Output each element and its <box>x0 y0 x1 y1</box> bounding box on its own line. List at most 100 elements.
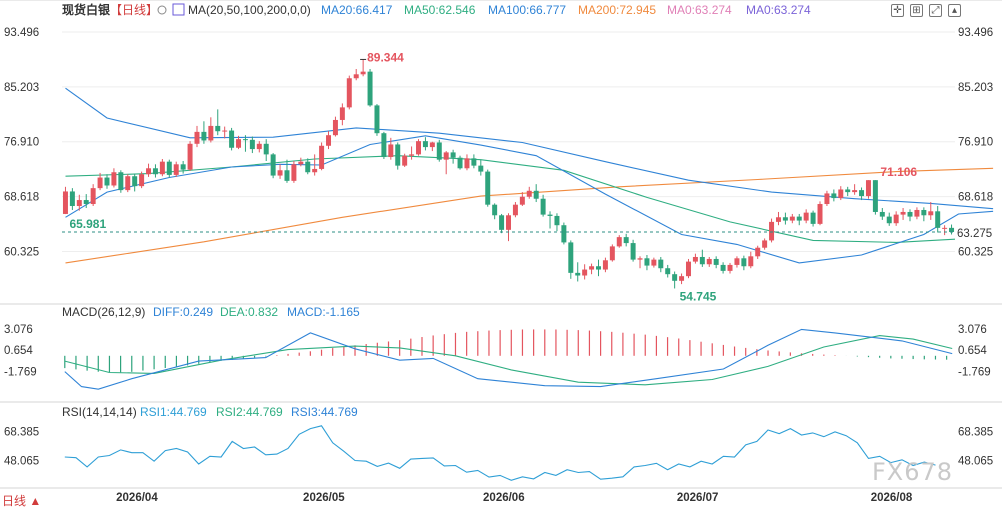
candle-body <box>568 242 574 273</box>
ma100-legend: MA100:66.777 <box>488 3 566 17</box>
candle-body <box>499 215 505 230</box>
candle-body <box>187 143 193 170</box>
rsi-tick-left: 68.385 <box>4 427 39 439</box>
candle-body <box>97 177 103 189</box>
candle-body <box>443 152 449 160</box>
candle-body <box>734 258 740 265</box>
candle-body <box>616 237 622 247</box>
candle-body <box>284 170 290 181</box>
candle-body <box>921 209 927 216</box>
candle-body <box>402 155 408 166</box>
candle-body <box>62 191 68 214</box>
ma100-line <box>65 87 994 210</box>
candle-body <box>755 247 761 257</box>
watermark-logo: FX678 <box>872 458 954 486</box>
candle-body <box>464 158 470 169</box>
candle-body <box>699 256 705 265</box>
candle-body <box>492 204 498 216</box>
candle-body <box>769 221 775 241</box>
fullscreen-icon[interactable]: ⤢ <box>929 4 942 17</box>
candle-body <box>886 216 892 224</box>
candle-body <box>602 260 608 270</box>
ma20-line <box>65 135 994 264</box>
crosshair-icon[interactable]: ✛ <box>891 4 904 17</box>
candle-body <box>949 227 955 232</box>
rsi-tick-right: 68.385 <box>958 427 993 439</box>
ma50-legend: MA50:62.546 <box>404 3 476 17</box>
candle-body <box>215 125 221 132</box>
candle-body <box>201 131 207 141</box>
macd-legend-label: MACD(26,12,9) <box>62 305 145 319</box>
candle-body <box>540 198 546 215</box>
candle-body <box>810 212 816 224</box>
candle-body <box>658 259 664 269</box>
collapse-icon[interactable]: ▴ <box>948 4 961 17</box>
candle-body <box>685 261 691 277</box>
candle-body <box>256 143 262 150</box>
period-tag: 【日线】 <box>110 3 158 17</box>
candle-body <box>69 191 75 207</box>
ma-legend-label: MA(20,50,100,200,0,0) <box>188 3 311 17</box>
candle-body <box>83 200 89 205</box>
price-tick-right: 76.910 <box>958 137 993 149</box>
candle-body <box>644 258 650 266</box>
candle-body <box>381 133 387 158</box>
macd-tick-right: 3.076 <box>958 324 987 336</box>
candle-body <box>450 152 456 158</box>
candle-body <box>180 164 186 170</box>
candle-body <box>125 176 131 191</box>
candle-body <box>872 180 878 212</box>
rsi2-legend: RSI2:44.769 <box>216 405 283 419</box>
price-tick-right: 85.203 <box>958 82 993 94</box>
candle-body <box>706 258 712 265</box>
price-tick-left: 85.203 <box>4 82 39 94</box>
candle-body <box>845 189 851 193</box>
ma200-legend: MA200:72.945 <box>578 3 656 17</box>
candle-body <box>360 71 366 75</box>
candle-body <box>471 158 477 166</box>
x-tick-label: 2026/04 <box>116 492 158 504</box>
candle-body <box>630 243 636 260</box>
candle-body <box>104 177 110 186</box>
candle-body <box>796 216 802 221</box>
candle-body <box>935 211 941 228</box>
rsi-tick-right: 48.065 <box>958 455 993 467</box>
candle-body <box>194 131 200 144</box>
candle-body <box>907 211 913 217</box>
candle-body <box>506 215 511 230</box>
price-tick-left: 76.910 <box>4 137 39 149</box>
candle-body <box>319 145 325 169</box>
candle-body <box>713 258 719 265</box>
candle-body <box>76 200 82 207</box>
candle-body <box>526 190 532 197</box>
rsi-tick-left: 48.065 <box>4 455 39 467</box>
low-annotation: 54.745 <box>680 289 717 303</box>
price-tick-right: 68.618 <box>958 192 993 204</box>
candle-body <box>478 165 484 172</box>
candle-body <box>367 71 373 106</box>
x-tick-label: 2026/06 <box>483 492 525 504</box>
ma50-line <box>65 155 994 243</box>
candle-body <box>229 130 235 148</box>
macd-diff-legend: DIFF:0.249 <box>153 305 213 319</box>
candle-body <box>90 188 96 205</box>
candle-body <box>665 268 671 275</box>
period-selector-button[interactable]: 日线 ▲ <box>2 494 42 508</box>
candle-body <box>152 168 158 175</box>
zoom-fit-icon[interactable]: ⊞ <box>910 4 923 17</box>
candle-body <box>596 266 601 270</box>
rsi-legend-label: RSI(14,14,14) <box>62 405 137 419</box>
ma0-legend-b: MA0:63.274 <box>746 3 811 17</box>
candle-body <box>609 246 615 261</box>
candle-body <box>249 139 255 150</box>
candle-body <box>589 266 595 270</box>
candle-body <box>222 130 228 132</box>
candle-body <box>748 256 754 267</box>
candle-body <box>637 258 643 260</box>
rsi1-legend: RSI1:44.769 <box>140 405 207 419</box>
candle-body <box>422 141 428 148</box>
candle-body <box>672 274 678 281</box>
candle-body <box>242 139 248 141</box>
candle-body <box>623 237 629 244</box>
candle-body <box>332 119 338 136</box>
